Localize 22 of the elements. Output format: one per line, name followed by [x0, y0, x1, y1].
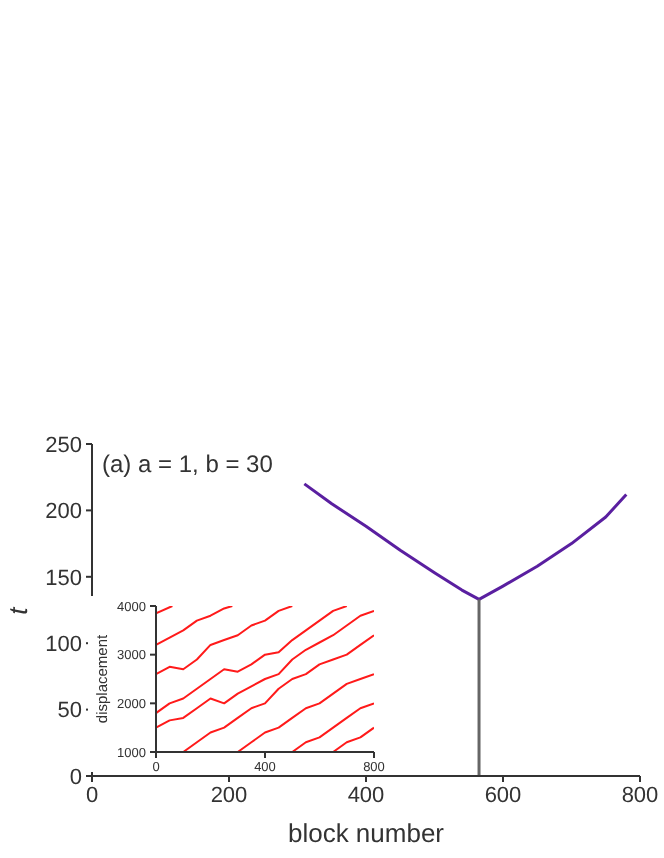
line-series	[236, 673, 374, 752]
line-series	[156, 609, 374, 729]
y-tick-label: 250	[45, 433, 82, 458]
x-tick-label: 600	[484, 783, 522, 808]
annotation: (a) a = 1, b = 30	[102, 450, 273, 478]
y-tick-label: 50	[57, 699, 82, 724]
x-tick-label: 800	[621, 783, 659, 808]
y-tick-label: 200	[45, 500, 82, 525]
y-tick-label: 100	[45, 633, 82, 658]
x-tick-label: 400	[347, 783, 385, 808]
line-series	[182, 634, 374, 752]
line-series	[156, 606, 294, 676]
x-tick-label: 0	[85, 783, 99, 808]
y-axis-title: t	[3, 606, 33, 614]
y-tick-label: 150	[45, 566, 82, 591]
line-series	[302, 482, 628, 601]
x-axis-title: block number	[285, 818, 447, 848]
line-series	[291, 702, 374, 752]
line-series	[156, 606, 234, 646]
line-series	[156, 606, 348, 715]
x-tick-label: 200	[210, 783, 248, 808]
line-series	[332, 726, 374, 752]
